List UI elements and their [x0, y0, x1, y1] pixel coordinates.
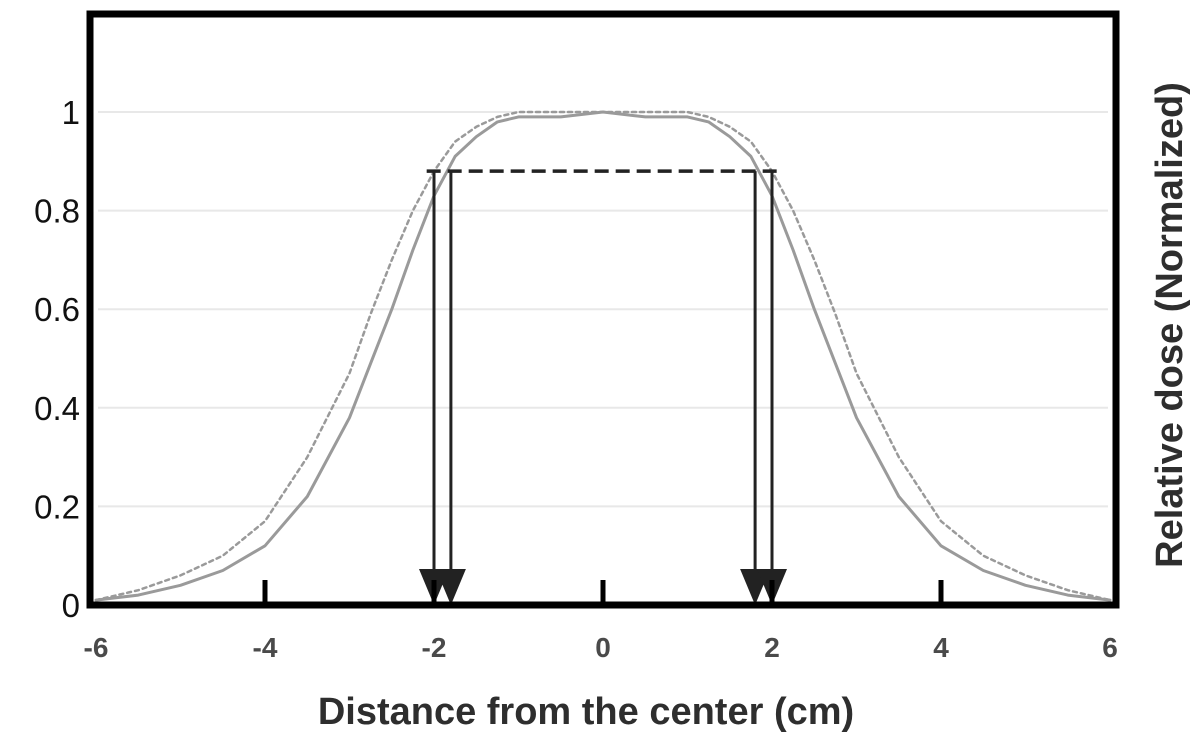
y-axis-title: Relative dose (Normalized) — [1149, 82, 1191, 568]
series-group — [94, 110, 1112, 602]
x-tick-label-2: 2 — [764, 632, 780, 663]
x-axis-ticks: -6 -4 -2 0 2 4 6 — [84, 580, 1118, 663]
annotation-group — [419, 169, 787, 605]
y-tick-label-0: 0 — [62, 587, 80, 624]
y-tick-label-1: 1 — [62, 94, 80, 131]
x-tick-label--6: -6 — [84, 632, 109, 663]
x-tick-label--2: -2 — [422, 632, 447, 663]
solid-profile-line — [94, 110, 1112, 602]
x-axis-title: Distance from the center (cm) — [318, 691, 854, 733]
y-tick-label-0-8: 0.8 — [34, 193, 80, 230]
dotted-profile-line — [94, 110, 1112, 602]
x-tick-label-4: 4 — [933, 632, 949, 663]
y-tick-label-0-4: 0.4 — [34, 390, 80, 427]
x-tick-label-0: 0 — [595, 632, 611, 663]
y-tick-label-0-2: 0.2 — [34, 488, 80, 525]
x-tick-label-6: 6 — [1102, 632, 1118, 663]
arrow-head-2 — [435, 569, 466, 605]
y-tick-label-0-6: 0.6 — [34, 291, 80, 328]
x-tick-label--4: -4 — [253, 632, 278, 663]
y-axis-ticks: 0 0.2 0.4 0.6 0.8 1 — [34, 94, 80, 624]
